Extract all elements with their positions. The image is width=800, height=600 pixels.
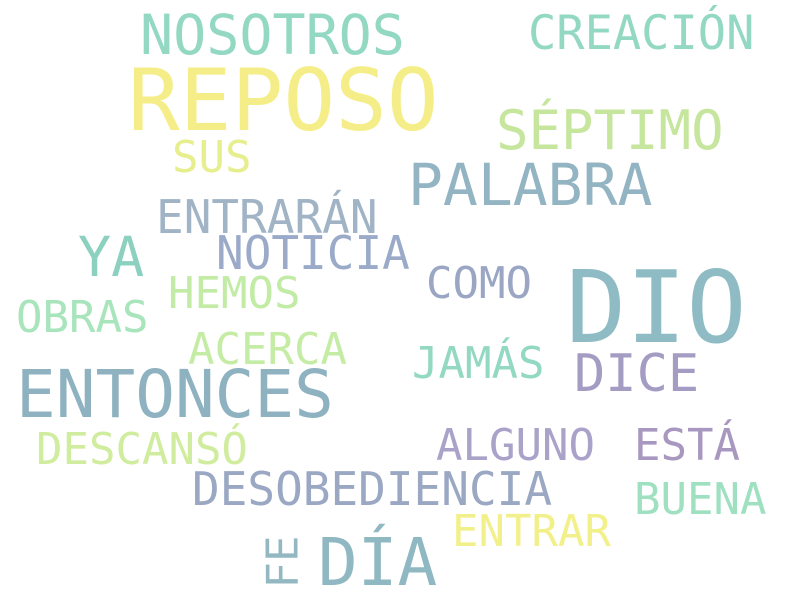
word-esta: ESTÁ: [634, 420, 740, 471]
word-jamas: JAMÁS: [412, 338, 545, 389]
word-como: COMO: [426, 258, 532, 309]
word-hemos: HEMOS: [168, 268, 301, 319]
word-dia: DÍA: [318, 524, 438, 600]
word-creacion: CREACIÓN: [528, 6, 755, 61]
word-noticia: NOTICIA: [216, 226, 410, 280]
word-ya: YA: [78, 225, 145, 289]
word-buena: BUENA: [634, 474, 767, 525]
word-nosotros: NOSOTROS: [140, 3, 405, 67]
word-descanso: DESCANSÓ: [36, 424, 248, 475]
word-entraran: ENTRARÁN: [156, 190, 378, 244]
word-septimo: SÉPTIMO: [496, 99, 724, 162]
word-palabra: PALABRA: [408, 151, 653, 219]
word-entrar: ENTRAR: [452, 506, 611, 557]
word-obras: OBRAS: [16, 292, 149, 343]
word-sus: SUS: [172, 132, 252, 183]
word-desobediencia: DESOBEDIENCIA: [192, 462, 553, 516]
word-dio: DIO: [566, 249, 747, 366]
word-fe: FE: [257, 535, 309, 589]
word-reposo: REPOSO: [128, 51, 439, 151]
word-alguno: ALGUNO: [436, 420, 595, 471]
word-entonces: ENTONCES: [16, 356, 334, 433]
word-acerca: ACERCA: [188, 324, 347, 375]
word-dice: DICE: [574, 344, 700, 404]
